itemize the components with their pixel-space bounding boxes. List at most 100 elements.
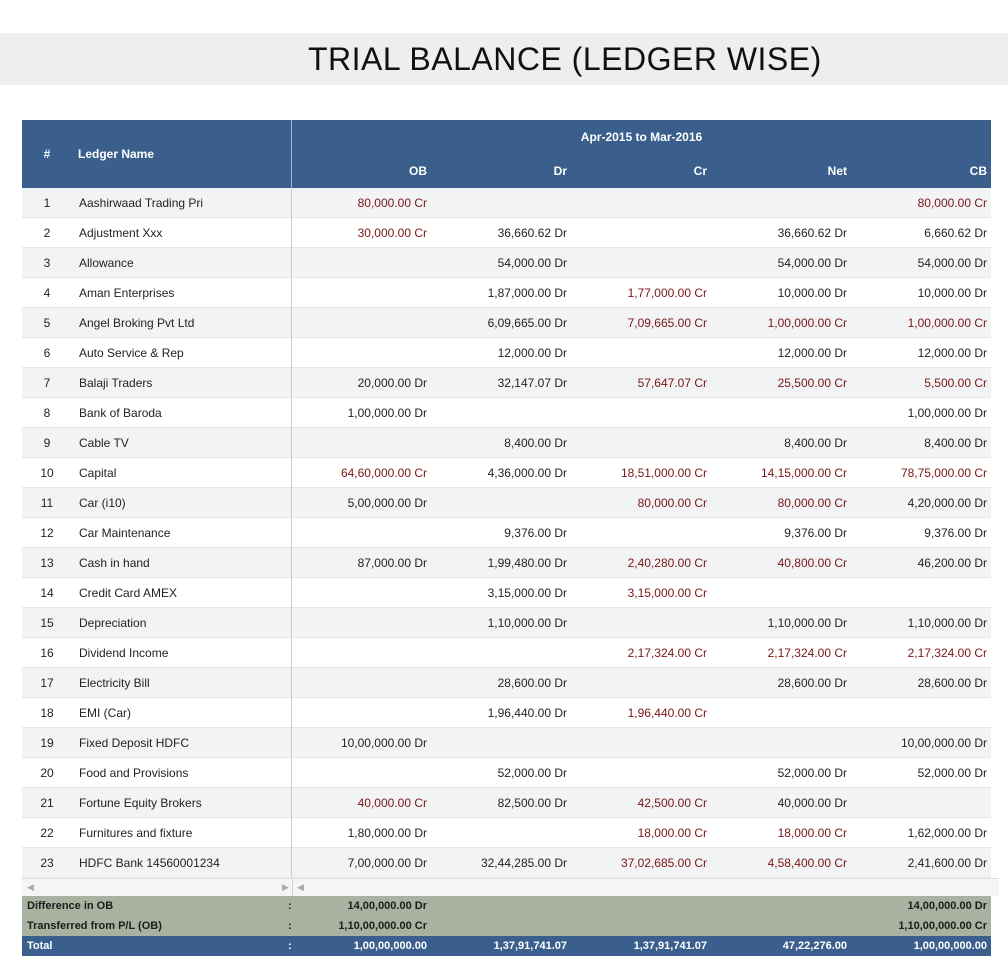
ledger-cb: 8,400.00 Dr xyxy=(924,436,987,450)
ledger-net: 14,15,000.00 Cr xyxy=(760,466,847,480)
ledger-name[interactable]: Aman Enterprises xyxy=(79,286,175,300)
table-body[interactable]: 1 Aashirwaad Trading Pri 80,000.00 Cr 80,00… xyxy=(22,188,991,878)
table-row[interactable]: 7 Balaji Traders 20,000.00 Dr 32,147.07 Dr 5… xyxy=(22,368,991,398)
row-number: 3 xyxy=(43,256,51,270)
ledger-dr: 1,10,000.00 Dr xyxy=(487,616,567,630)
ledger-net: 25,500.00 Cr xyxy=(777,376,847,390)
ledger-name[interactable]: Allowance xyxy=(79,256,134,270)
table-row[interactable]: 1 Aashirwaad Trading Pri 80,000.00 Cr 80,00… xyxy=(22,188,991,218)
ledger-name[interactable]: Electricity Bill xyxy=(79,676,150,690)
ledger-net: 52,000.00 Dr xyxy=(777,766,847,780)
scroll-left-icon[interactable]: ◀ xyxy=(297,882,304,892)
table-row[interactable]: 15 Depreciation 1,10,000.00 Dr 1,10,000.00 … xyxy=(22,608,991,638)
ledger-name[interactable]: Capital xyxy=(79,466,117,480)
ledger-name[interactable]: Adjustment Xxx xyxy=(79,226,163,240)
ledger-name[interactable]: Food and Provisions xyxy=(79,766,189,780)
ledger-name[interactable]: Depreciation xyxy=(79,616,147,630)
ledger-ob: 10,00,000.00 Dr xyxy=(340,736,427,750)
table-header: # Ledger Name Apr-2015 to Mar-2016 OB Dr… xyxy=(22,120,991,188)
table-row[interactable]: 22 Furnitures and fixture 1,80,000.00 Dr 18… xyxy=(22,818,991,848)
ledger-name[interactable]: Car Maintenance xyxy=(79,526,171,540)
ledger-name[interactable]: Car (i10) xyxy=(79,496,126,510)
table-row[interactable]: 13 Cash in hand 87,000.00 Dr 1,99,480.00 Dr… xyxy=(22,548,991,578)
table-row[interactable]: 16 Dividend Income 2,17,324.00 Cr 2,17,324.… xyxy=(22,638,991,668)
ledger-cr: 37,02,685.00 Cr xyxy=(620,856,707,870)
table-row[interactable]: 9 Cable TV 8,400.00 Dr 8,400.00 Dr 8,400.00 … xyxy=(22,428,991,458)
ledger-ob: 80,000.00 Cr xyxy=(357,196,427,210)
table-row[interactable]: 2 Adjustment Xxx 30,000.00 Cr 36,660.62 Dr 3… xyxy=(22,218,991,248)
ledger-cb: 1,00,000.00 Cr xyxy=(907,316,987,330)
table-row[interactable]: 8 Bank of Baroda 1,00,000.00 Dr 1,00,000.00… xyxy=(22,398,991,428)
ledger-ob: 1,80,000.00 Dr xyxy=(347,826,427,840)
ledger-cr: 80,000.00 Cr xyxy=(637,496,707,510)
ledger-name[interactable]: HDFC Bank 14560001234 xyxy=(79,856,220,870)
header-ledger-name[interactable]: Ledger Name xyxy=(78,147,155,161)
table-row[interactable]: 12 Car Maintenance 9,376.00 Dr 9,376.00 Dr 9… xyxy=(22,518,991,548)
ledger-dr: 1,87,000.00 Dr xyxy=(487,286,567,300)
ledger-name[interactable]: EMI (Car) xyxy=(79,706,131,720)
ledger-net: 4,58,400.00 Cr xyxy=(767,856,847,870)
table-row[interactable]: 4 Aman Enterprises 1,87,000.00 Dr 1,77,000.… xyxy=(22,278,991,308)
header-cr[interactable]: Cr xyxy=(693,164,707,178)
difference-ob-label: Difference in OB xyxy=(27,900,114,912)
header-ob[interactable]: OB xyxy=(409,164,427,178)
ledger-cb: 46,200.00 Dr xyxy=(917,556,987,570)
scroll-right-icon[interactable]: ▶ xyxy=(282,882,289,892)
header-num: # xyxy=(43,147,51,161)
ledger-cr: 1,77,000.00 Cr xyxy=(627,286,707,300)
difference-ob-colon: : xyxy=(288,900,292,912)
ledger-net: 18,000.00 Cr xyxy=(777,826,847,840)
ledger-net: 40,800.00 Cr xyxy=(777,556,847,570)
table-row[interactable]: 11 Car (i10) 5,00,000.00 Dr 80,000.00 Cr 80,… xyxy=(22,488,991,518)
ledger-name[interactable]: Dividend Income xyxy=(79,646,169,660)
ledger-name[interactable]: Cash in hand xyxy=(79,556,150,570)
ledger-cb: 2,41,600.00 Dr xyxy=(907,856,987,870)
table-row[interactable]: 5 Angel Broking Pvt Ltd 6,09,665.00 Dr 7,09… xyxy=(22,308,991,338)
ledger-name[interactable]: Fixed Deposit HDFC xyxy=(79,736,190,750)
table-row[interactable]: 3 Allowance 54,000.00 Dr 54,000.00 Dr 54,000… xyxy=(22,248,991,278)
ledger-ob: 20,000.00 Dr xyxy=(357,376,427,390)
ledger-name[interactable]: Cable TV xyxy=(79,436,129,450)
ledger-dr: 36,660.62 Dr xyxy=(497,226,567,240)
header-cb[interactable]: CB xyxy=(969,164,987,178)
table-row[interactable]: 10 Capital 64,60,000.00 Cr 4,36,000.00 Dr 18… xyxy=(22,458,991,488)
header-dr[interactable]: Dr xyxy=(553,164,567,178)
table-row[interactable]: 14 Credit Card AMEX 3,15,000.00 Dr 3,15,000… xyxy=(22,578,991,608)
table-row[interactable]: 19 Fixed Deposit HDFC 10,00,000.00 Dr 10,00… xyxy=(22,728,991,758)
table-row[interactable]: 21 Fortune Equity Brokers 40,000.00 Cr 82,5… xyxy=(22,788,991,818)
ledger-cb: 12,000.00 Dr xyxy=(917,346,987,360)
ledger-name[interactable]: Aashirwaad Trading Pri xyxy=(79,196,204,210)
row-number: 10 xyxy=(40,466,54,480)
ledger-ob: 1,00,000.00 Dr xyxy=(347,406,427,420)
row-number: 14 xyxy=(40,586,54,600)
ledger-net: 1,10,000.00 Dr xyxy=(767,616,847,630)
transferred-pl-ob: 1,10,00,000.00 Cr xyxy=(338,920,427,932)
row-number: 9 xyxy=(43,436,51,450)
header-net[interactable]: Net xyxy=(827,164,847,178)
total-row: Total : 1,00,00,000.00 1,37,91,741.07 1,… xyxy=(22,936,991,956)
table-row[interactable]: 6 Auto Service & Rep 12,000.00 Dr 12,000.00… xyxy=(22,338,991,368)
row-number: 16 xyxy=(40,646,54,660)
ledger-cb: 78,75,000.00 Cr xyxy=(900,466,987,480)
horizontal-scrollbar[interactable]: ◀ ▶ ◀ xyxy=(22,878,999,897)
ledger-name[interactable]: Fortune Equity Brokers xyxy=(79,796,202,810)
table-row[interactable]: 23 HDFC Bank 14560001234 7,00,000.00 Dr 32,… xyxy=(22,848,991,878)
column-divider xyxy=(291,608,292,638)
column-divider xyxy=(291,848,292,878)
row-number: 12 xyxy=(40,526,54,540)
ledger-cr: 2,17,324.00 Cr xyxy=(627,646,707,660)
ledger-name[interactable]: Credit Card AMEX xyxy=(79,586,178,600)
table-row[interactable]: 20 Food and Provisions 52,000.00 Dr 52,000.… xyxy=(22,758,991,788)
table-row[interactable]: 17 Electricity Bill 28,600.00 Dr 28,600.00 … xyxy=(22,668,991,698)
ledger-name[interactable]: Furnitures and fixture xyxy=(79,826,193,840)
ledger-name[interactable]: Bank of Baroda xyxy=(79,406,162,420)
transferred-pl-colon: : xyxy=(288,920,292,932)
scroll-left-icon[interactable]: ◀ xyxy=(27,882,34,892)
ledger-name[interactable]: Balaji Traders xyxy=(79,376,153,390)
ledger-cr: 18,000.00 Cr xyxy=(637,826,707,840)
ledger-name[interactable]: Auto Service & Rep xyxy=(79,346,184,360)
difference-ob-row: Difference in OB : 14,00,000.00 Dr 14,00… xyxy=(22,896,991,916)
table-row[interactable]: 18 EMI (Car) 1,96,440.00 Dr 1,96,440.00 Cr xyxy=(22,698,991,728)
ledger-cb: 10,00,000.00 Dr xyxy=(900,736,987,750)
ledger-name[interactable]: Angel Broking Pvt Ltd xyxy=(79,316,195,330)
